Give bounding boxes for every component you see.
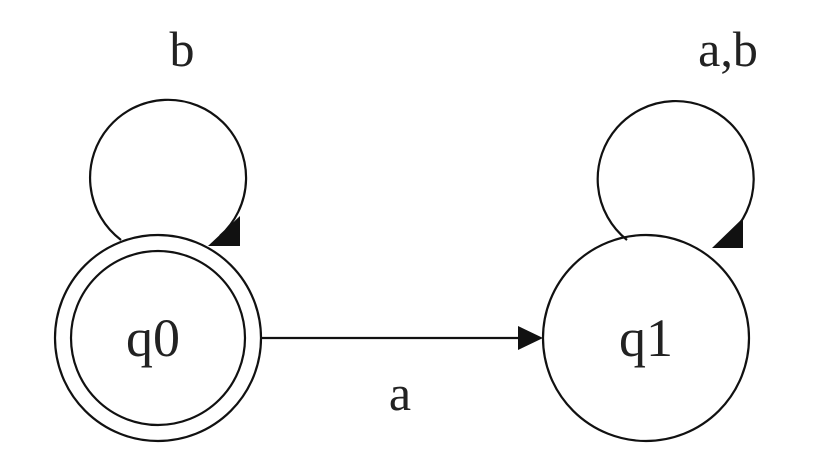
self-loop-q1-label: a,b — [698, 21, 758, 77]
self-loop-q0-edge — [88, 98, 248, 241]
self-loop-q1-edge — [596, 100, 755, 241]
transition-q1-self-loop: a,b — [596, 21, 758, 248]
self-loop-q1-arrowhead — [712, 218, 743, 248]
transition-q0-self-loop: b — [88, 21, 248, 246]
edge-q0-to-q1-arrowhead — [518, 326, 543, 350]
transition-q0-to-q1: a — [261, 326, 543, 421]
state-q0: q0 — [53, 233, 263, 443]
state-q1-label: q1 — [619, 308, 673, 368]
self-loop-q0-label: b — [170, 21, 195, 77]
self-loop-q0-arrowhead — [208, 216, 240, 246]
state-q0-inner-circle — [69, 249, 247, 427]
state-q0-label: q0 — [126, 308, 180, 368]
state-q1: q1 — [541, 233, 751, 443]
edge-q0-to-q1-label: a — [389, 365, 411, 421]
